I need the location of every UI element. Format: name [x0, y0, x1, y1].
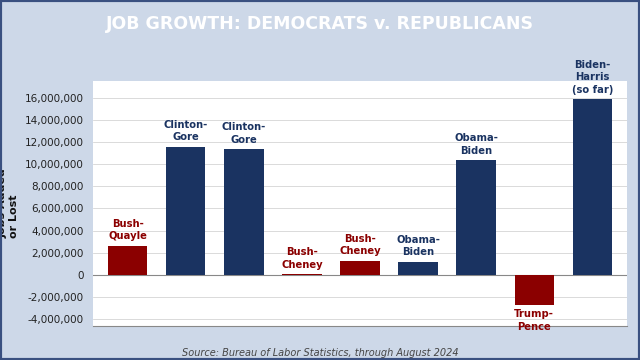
Bar: [108, 246, 147, 275]
Bar: [224, 149, 264, 275]
Y-axis label: Jobs Added
or Lost: Jobs Added or Lost: [0, 168, 19, 238]
Text: Obama-
Biden: Obama- Biden: [454, 133, 498, 156]
Text: Source: Bureau of Labor Statistics, through August 2024: Source: Bureau of Labor Statistics, thro…: [182, 348, 458, 358]
Text: Bush-
Cheney: Bush- Cheney: [339, 234, 381, 256]
Bar: [456, 160, 496, 275]
Text: Bush-
Cheney: Bush- Cheney: [281, 247, 323, 270]
Text: Obama-
Biden: Obama- Biden: [396, 235, 440, 257]
Bar: [573, 99, 612, 275]
Bar: [398, 262, 438, 275]
Text: Trump-
Pence: Trump- Pence: [515, 309, 554, 332]
Text: Biden-
Harris
(so far): Biden- Harris (so far): [572, 60, 613, 95]
Bar: [166, 147, 205, 275]
Bar: [282, 274, 322, 275]
Text: Bush-
Quayle: Bush- Quayle: [108, 219, 147, 241]
Text: JOB GROWTH: DEMOCRATS v. REPUBLICANS: JOB GROWTH: DEMOCRATS v. REPUBLICANS: [106, 15, 534, 33]
Text: Clinton-
Gore: Clinton- Gore: [221, 122, 266, 145]
Text: Clinton-
Gore: Clinton- Gore: [164, 120, 208, 142]
Bar: [340, 261, 380, 275]
Bar: [515, 275, 554, 305]
